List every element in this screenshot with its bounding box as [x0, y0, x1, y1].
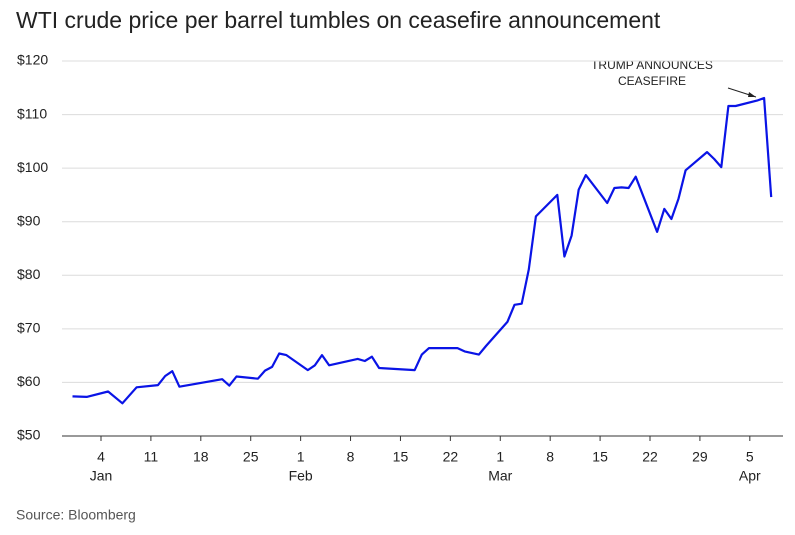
x-tick-label: 25	[243, 449, 259, 465]
annotation: TRUMP ANNOUNCES	[591, 58, 713, 72]
y-tick-label: $70	[17, 320, 41, 336]
y-tick-label: $80	[17, 266, 41, 282]
source: Source: Bloomberg	[16, 507, 136, 523]
y-tick-label: $120	[17, 52, 48, 68]
x-tick-label: 8	[347, 449, 355, 465]
y-tick-label: $110	[17, 105, 47, 121]
line-series	[72, 96, 773, 405]
annotation: CEASEFIRE	[618, 74, 686, 88]
y-tick-label: $50	[17, 427, 41, 443]
x-tick-label: 8	[546, 449, 554, 465]
y-tick-label: $100	[17, 159, 48, 175]
x-tick-label: 22	[443, 449, 459, 465]
y-tick-label: $60	[17, 373, 41, 389]
x-tick-label: 1	[297, 449, 305, 465]
month-label: Feb	[289, 468, 313, 484]
month-label: Mar	[488, 468, 512, 484]
arrow-head	[748, 92, 756, 97]
x-tick-label: 4	[97, 449, 105, 465]
x-tick-label: 22	[642, 449, 658, 465]
x-tick-label: 29	[692, 449, 708, 465]
x-tick-label: 5	[746, 449, 754, 465]
x-tick-label: 15	[393, 449, 409, 465]
x-tick-label: 18	[193, 449, 209, 465]
x-tick-label: 11	[144, 449, 159, 465]
chart-title: WTI crude price per barrel tumbles on ce…	[16, 7, 661, 33]
x-tick-label: 1	[496, 449, 504, 465]
y-tick-label: $90	[17, 212, 41, 228]
month-label: Apr	[739, 468, 761, 484]
x-tick-label: 15	[592, 449, 608, 465]
month-label: Jan	[90, 468, 113, 484]
